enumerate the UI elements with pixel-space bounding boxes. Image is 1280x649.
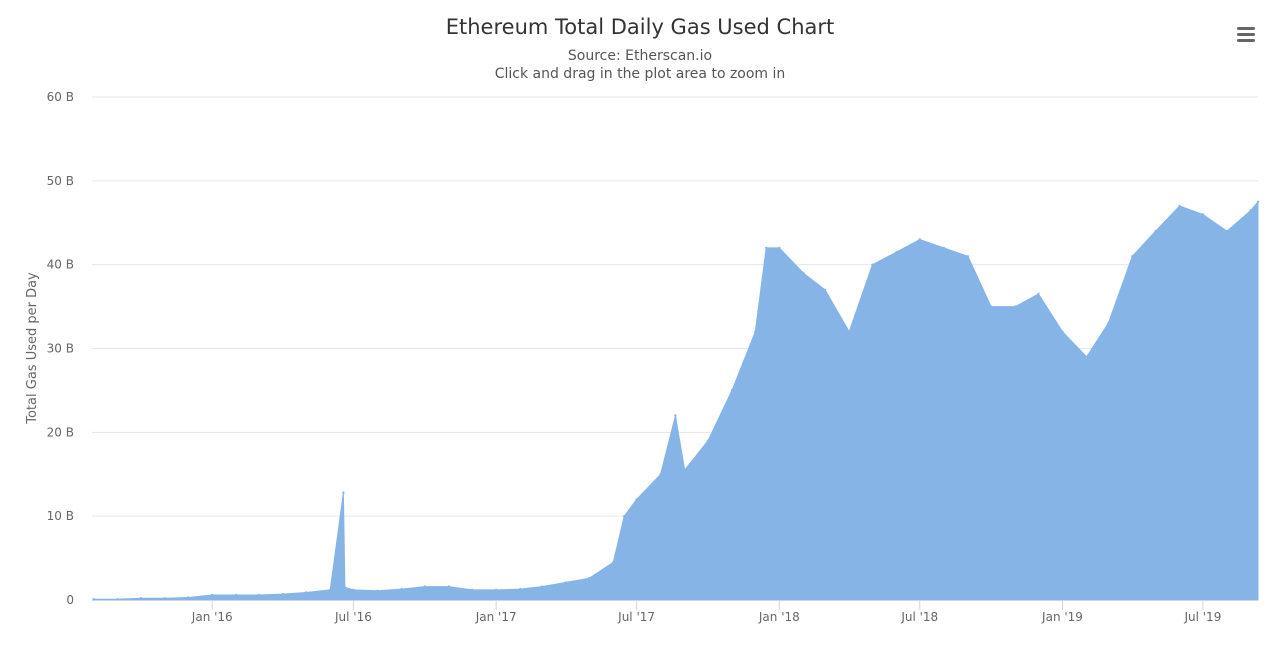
data-point xyxy=(519,587,522,591)
data-point xyxy=(1014,305,1017,308)
data-point xyxy=(352,588,355,592)
gas-used-area xyxy=(93,200,1259,601)
data-point xyxy=(235,593,238,597)
x-tick-label: Jul '16 xyxy=(334,610,372,624)
data-point xyxy=(564,581,568,584)
data-point xyxy=(447,585,451,588)
data-point xyxy=(989,305,993,308)
data-point xyxy=(470,588,474,592)
data-point xyxy=(1061,330,1064,333)
y-tick-label: 40 B xyxy=(47,258,74,272)
x-tick-label: Jul '17 xyxy=(617,610,655,624)
data-point xyxy=(540,585,544,588)
x-axis: Jan '16 Jul '16 Jan '17 Jul '17 Jan '18 Jul '… xyxy=(92,600,1258,624)
y-tick-label: 50 B xyxy=(47,174,74,188)
data-point xyxy=(918,238,921,241)
data-point xyxy=(343,586,347,589)
x-tick-label: Jan '19 xyxy=(1041,610,1083,624)
data-point xyxy=(1107,322,1110,325)
data-point xyxy=(674,414,677,417)
y-tick-label: 20 B xyxy=(47,425,74,439)
data-point xyxy=(966,255,970,258)
data-point xyxy=(871,263,874,266)
data-point xyxy=(495,588,498,592)
x-tick-label: Jul '19 xyxy=(1183,610,1221,624)
data-point xyxy=(1178,204,1181,208)
data-point xyxy=(139,597,143,600)
data-point xyxy=(1131,255,1134,258)
data-point xyxy=(765,246,768,250)
data-point xyxy=(1225,229,1229,233)
data-point xyxy=(329,588,332,592)
chart-title: Ethereum Total Daily Gas Used Chart xyxy=(445,15,835,39)
x-tick-label: Jan '16 xyxy=(191,610,233,624)
data-point xyxy=(588,577,591,580)
data-point xyxy=(623,515,626,518)
data-point xyxy=(257,593,260,597)
data-point xyxy=(116,598,119,601)
data-point xyxy=(1201,213,1205,216)
data-point xyxy=(1154,229,1157,233)
x-tick-label: Jul '18 xyxy=(900,610,938,624)
chart-zoom-hint: Click and drag in the plot area to zoom … xyxy=(494,66,786,82)
data-point xyxy=(342,491,345,494)
data-point xyxy=(778,246,781,250)
data-point xyxy=(1256,200,1260,203)
data-point xyxy=(683,468,686,472)
x-tick-label: Jan '18 xyxy=(758,610,800,624)
data-point xyxy=(1249,209,1253,212)
data-point xyxy=(376,589,379,592)
data-point xyxy=(659,473,662,476)
data-point xyxy=(423,585,426,588)
chart-subtitle: Source: Etherscan.io xyxy=(567,48,713,64)
area-series xyxy=(92,200,1260,601)
data-point xyxy=(163,597,167,600)
y-tick-label: 30 B xyxy=(47,342,74,356)
data-point xyxy=(187,596,190,599)
data-point xyxy=(1085,355,1088,359)
y-axis-labels: 0 10 B 20 B 30 B 40 B 50 B 60 B xyxy=(47,90,74,607)
data-point xyxy=(92,598,95,601)
data-point xyxy=(281,592,284,596)
data-point xyxy=(635,498,638,501)
y-tick-label: 10 B xyxy=(47,509,74,523)
x-tick-label: Jan '17 xyxy=(475,610,517,624)
data-point xyxy=(823,288,827,291)
y-tick-label: 0 xyxy=(66,593,74,607)
data-point xyxy=(942,246,945,250)
y-tick-label: 60 B xyxy=(47,90,74,104)
data-point xyxy=(848,330,851,333)
data-point xyxy=(612,561,615,564)
data-point xyxy=(400,587,403,591)
data-point xyxy=(304,591,308,594)
data-point xyxy=(730,389,734,392)
hamburger-menu-icon[interactable] xyxy=(1232,22,1260,46)
data-point xyxy=(211,593,214,597)
data-point xyxy=(754,330,757,333)
data-point xyxy=(895,250,898,254)
data-point xyxy=(802,271,805,275)
data-point xyxy=(1037,292,1040,296)
y-axis-title: Total Gas Used per Day xyxy=(25,272,40,425)
data-point xyxy=(706,439,710,442)
